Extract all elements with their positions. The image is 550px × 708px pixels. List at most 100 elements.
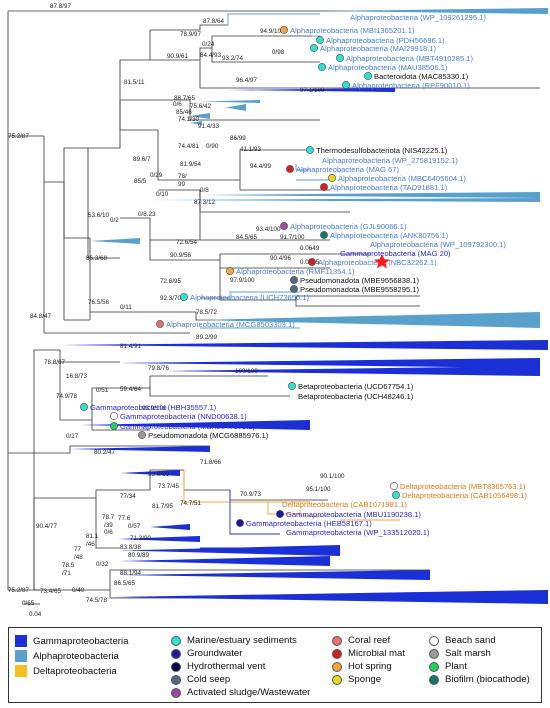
tip-label: Alphaproteobacteria (MAU38506.1)	[328, 63, 448, 72]
tip-label: Alphaproteobacteria (RPF90010.1)	[352, 81, 470, 90]
support-value: 84.8/47	[30, 313, 52, 320]
collapsed-clade-wedge	[120, 358, 540, 368]
tip-label: Alphaproteobacteria (GJL90066.1)	[290, 222, 407, 231]
support-value: 83.8/38	[120, 544, 142, 551]
legend-plant: Plant	[429, 661, 467, 672]
collapsed-clade-wedge	[110, 590, 548, 604]
legend-delta-label: Deltaproteobacteria	[33, 665, 117, 677]
habitat-dot-icon	[156, 320, 164, 328]
legend-groundwater-label: Groundwater	[187, 648, 243, 659]
support-value: 0/8.23	[138, 211, 156, 218]
tip-label: Alphaproteobacteria (MAG 67)	[296, 165, 399, 174]
gamma-swatch-icon	[15, 635, 27, 647]
collapsed-clade-wedge	[200, 100, 260, 103]
legend-coral-label: Coral reef	[348, 635, 391, 646]
support-value: 0/24	[202, 41, 215, 48]
support-value: 0/32	[96, 561, 109, 568]
habitat-dot-icon	[110, 412, 118, 420]
collapsed-clade-wedge	[228, 88, 395, 92]
groundwater-dot-icon	[171, 648, 181, 659]
tip-label: Alphaproteobacteria (WP_109261295.1)	[350, 13, 486, 22]
tip-label: Gammaproteobacteria (MBX2847970.1)	[120, 422, 256, 431]
habitat-dot-icon	[280, 222, 288, 230]
sludge-dot-icon	[171, 687, 181, 698]
habitat-dot-icon	[318, 63, 326, 71]
support-value: 84.4/93	[200, 52, 222, 59]
support-value: 77/34	[120, 493, 136, 500]
tip-label: Pseudomonadota (MBE9556838.1)	[300, 276, 420, 285]
beach-dot-icon	[429, 635, 439, 646]
support-value: 88.7/65	[174, 95, 196, 102]
habitat-dot-icon	[80, 403, 88, 411]
coral-dot-icon	[332, 635, 342, 646]
tip-label: Betaproteobacteria (UCD67754.1)	[298, 382, 414, 391]
support-value: 89.2/99	[196, 334, 218, 341]
support-value: 74.1/30	[178, 116, 200, 123]
support-value: 87.8/64	[203, 18, 225, 25]
tip-label: Gammaproteobacteria (HBH35557.1)	[90, 403, 217, 412]
tip-label: Alphaproteobacteria (MCG8503303.1)	[166, 320, 295, 329]
legend-coral: Coral reef	[332, 635, 390, 646]
support-value: 71.3/90	[130, 535, 152, 542]
collapsed-clade-wedge	[120, 556, 330, 566]
support-value: 95.1/100	[306, 486, 331, 493]
support-value: 0/6	[173, 101, 182, 108]
legend-saltmarsh: Salt marsh	[429, 648, 491, 659]
tip-label: Pseudomonadota (MCG6885976.1)	[148, 431, 269, 440]
legend-hotspring-label: Hot spring	[348, 661, 392, 672]
scale-bar-label: 0.04	[29, 611, 42, 618]
support-value: 53.8/29	[148, 471, 170, 478]
support-value: 78.7	[102, 514, 115, 521]
support-value: 86/99	[230, 135, 246, 142]
legend-sludge-label: Activated sludge/Wastewater	[187, 687, 311, 698]
tip-label: Gammaproteobacteria (NND00628.1)	[120, 412, 247, 421]
support-value: 77	[74, 546, 82, 553]
legend-coldseep: Cold seep	[171, 674, 230, 685]
delta-swatch-icon	[15, 665, 27, 677]
habitat-dot-icon	[180, 293, 188, 301]
collapsed-clade-wedge	[190, 121, 202, 125]
tip-label: Gammaproteobacteria (HEB58167.1)	[246, 519, 372, 528]
habitat-dot-icon	[138, 431, 146, 439]
support-value: 72.6/54	[176, 239, 198, 246]
tip-label: Bacteroidota (MAC85330.1)	[374, 72, 469, 81]
legend-plant-label: Plant	[445, 661, 467, 672]
collapsed-clade-wedge	[90, 238, 140, 244]
support-value: 53.6/10	[88, 212, 110, 219]
legend-saltmarsh-label: Salt marsh	[445, 648, 491, 659]
collapsed-clade-wedge	[70, 446, 210, 452]
support-value: 74.5/78	[86, 597, 108, 604]
support-value: 78/	[178, 173, 187, 180]
coldseep-dot-icon	[171, 674, 181, 685]
habitat-dot-icon	[320, 231, 328, 239]
collapsed-clade-wedge	[150, 524, 190, 530]
support-value: 72.6/95	[160, 278, 182, 285]
collapsed-clade-wedge	[200, 192, 540, 198]
tip-label: Thermodesulfobacteriota (NIS42225.1)	[316, 146, 448, 155]
support-value: 79.8/76	[148, 365, 170, 372]
tip-labels: Alphaproteobacteria (WP_109261295.1) Alph…	[80, 13, 527, 537]
support-value: 85/46	[176, 109, 192, 116]
support-value: 0/57	[128, 523, 141, 530]
habitat-dot-icon	[290, 276, 298, 284]
support-value: 0/98	[272, 49, 285, 56]
tip-label: Alphaproteobacteria (RMF11354.1)	[236, 267, 355, 276]
support-value: 94.4/99	[250, 163, 272, 170]
support-value: 16.8/73	[66, 373, 88, 380]
support-value: 90.4/96	[270, 255, 292, 262]
support-value: 73.7/45	[158, 483, 180, 490]
support-value: /46	[86, 541, 95, 548]
support-value: 41.1/93	[240, 146, 262, 153]
support-value: 84.5/65	[236, 234, 258, 241]
support-value: 99	[178, 181, 186, 188]
habitat-dot-icon	[236, 519, 244, 527]
habitat-dot-icon	[392, 491, 400, 499]
tip-label: Deltaproteobacteria (CAB1056498.1)	[402, 491, 527, 500]
support-value: 92.3/70	[160, 295, 182, 302]
support-value: 90.9/56	[170, 252, 192, 259]
hydrothermal-dot-icon	[171, 661, 181, 672]
alpha-swatch-icon	[15, 650, 27, 662]
hotspring-dot-icon	[332, 661, 342, 672]
